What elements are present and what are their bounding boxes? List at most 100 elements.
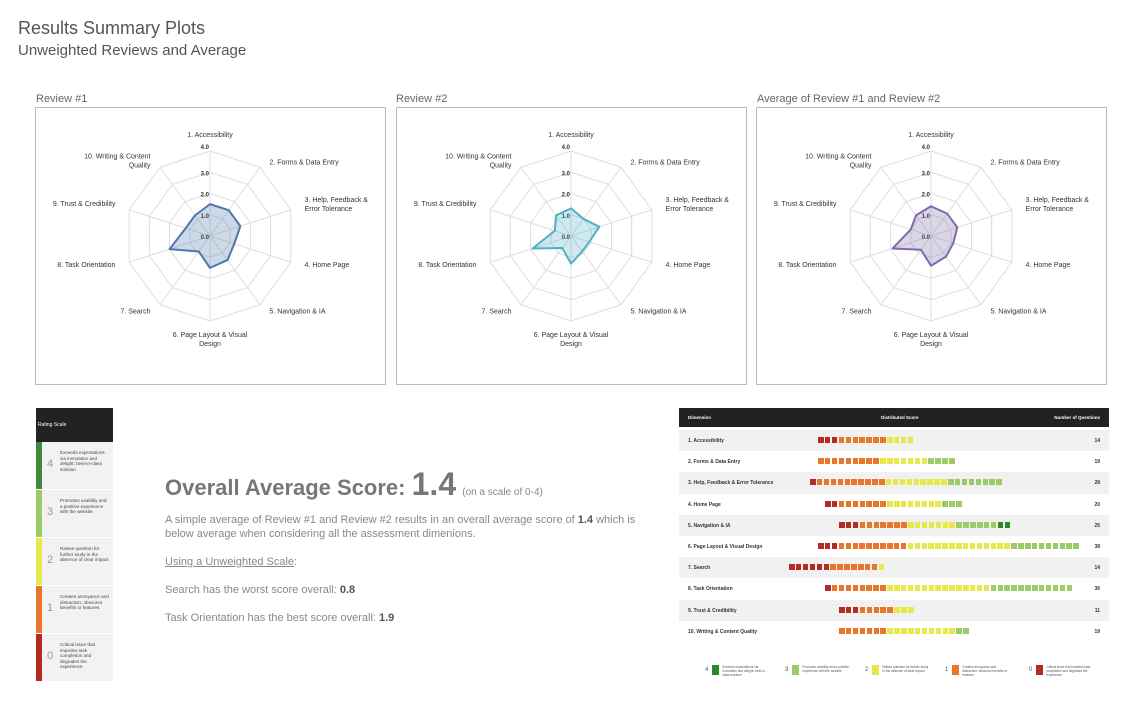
- score-square: [949, 542, 955, 549]
- radar-axis-label: 6. Page Layout & Visual: [173, 332, 248, 339]
- score-square: [859, 542, 865, 549]
- score-square: [809, 564, 816, 571]
- score-square: [873, 500, 879, 507]
- score-square: [900, 542, 907, 549]
- radar-spoke: [209, 235, 291, 263]
- radar-axis-label: 9. Trust & Credibility: [774, 201, 837, 208]
- dimension-name: 9. Trust & Credibility: [688, 607, 737, 614]
- radar-tick-label: 3.0: [201, 171, 210, 177]
- score-square: [990, 585, 997, 592]
- score-square: [823, 564, 829, 571]
- table-row: 8. Task Orientation 36: [679, 578, 1109, 599]
- score-square: [852, 458, 858, 465]
- score-square: [873, 542, 879, 549]
- score-square: [825, 585, 831, 592]
- score-square: [990, 542, 996, 549]
- score-square: [969, 542, 976, 549]
- score-square: [880, 437, 886, 443]
- score-square: [838, 458, 845, 465]
- score-square: [866, 606, 873, 613]
- legend-item: 3 Promotes usability and a positive exper…: [785, 665, 850, 675]
- score-square: [934, 479, 940, 486]
- score-square: [942, 585, 948, 592]
- radar-spoke: [930, 235, 982, 306]
- radar-spoke: [850, 235, 932, 263]
- rating-color-swatch: [36, 586, 42, 633]
- score-square: [866, 521, 873, 528]
- score-square: [1011, 542, 1017, 549]
- dimension-name: 6. Page Layout & Visual Design: [688, 543, 763, 550]
- worst-score: Search has the worst score overall: 0.8: [165, 583, 645, 597]
- score-square: [968, 479, 975, 486]
- score-square: [914, 542, 921, 549]
- score-square: [859, 627, 866, 634]
- score-square: [908, 521, 914, 528]
- score-square: [894, 627, 900, 634]
- score-square: [976, 542, 983, 549]
- score-square: [914, 500, 921, 507]
- legend-text: Exceeds expectations via innovation and …: [722, 665, 766, 677]
- score-square: [859, 585, 865, 592]
- score-square: [831, 500, 838, 507]
- score-square: [839, 606, 845, 613]
- overall-score-value: 1.4: [411, 466, 457, 502]
- score-square: [963, 627, 969, 634]
- review1-radar-svg: 4.0 3.0 2.0 1.0 0.0 1. Accessibility 2. Forms …: [53, 132, 368, 348]
- score-square: [1018, 585, 1024, 592]
- score-square: [880, 627, 886, 634]
- best-score-label: Task Orientation has the best score over…: [165, 612, 379, 624]
- score-square: [880, 606, 886, 613]
- legend-item: 4 Exceeds expectations via innovation and…: [705, 665, 770, 677]
- legend-number: 0: [1029, 667, 1033, 673]
- score-square: [949, 500, 955, 507]
- score-square: [824, 542, 831, 549]
- legend-number: 2: [865, 667, 869, 673]
- radar-spoke: [490, 209, 572, 237]
- radar-spoke: [159, 235, 211, 306]
- summary-score-bold: 1.4: [577, 514, 594, 526]
- rating-number: 0: [46, 650, 54, 662]
- rating-scale-row: 3 Promotes usability and a positive exper…: [36, 490, 113, 538]
- score-legend: 4 Exceeds expectations via innovation and…: [679, 663, 1109, 683]
- score-square: [887, 521, 893, 528]
- score-square: [963, 585, 969, 592]
- rating-description: Raises question for further study in the…: [58, 538, 113, 585]
- score-square: [845, 521, 852, 528]
- question-count: 14: [1094, 438, 1100, 444]
- rating-number: 4: [46, 458, 54, 470]
- score-square: [852, 500, 859, 507]
- score-square: [906, 479, 913, 486]
- radar-axis-label: Quality: [490, 162, 512, 169]
- score-square: [789, 564, 795, 571]
- score-square: [844, 479, 850, 486]
- score-square: [887, 542, 893, 549]
- radar-tick-label: 2.0: [922, 193, 931, 199]
- legend-number: 1: [945, 667, 949, 673]
- rating-description: Exceeds expectations via innovation and …: [58, 442, 113, 489]
- score-square: [907, 542, 914, 549]
- radar-axis-label: 4. Home Page: [305, 262, 350, 269]
- overall-score: Overall Average Score: 1.4 (on a scale o…: [165, 466, 645, 503]
- score-square: [852, 542, 858, 549]
- radar-spoke: [129, 209, 211, 237]
- score-square: [802, 564, 809, 571]
- radar-spoke: [159, 166, 211, 237]
- radar-spoke: [570, 209, 652, 237]
- score-square: [928, 542, 934, 549]
- score-square: [914, 585, 921, 592]
- score-square: [859, 500, 865, 507]
- radar-spoke: [930, 209, 1012, 237]
- score-square: [894, 521, 900, 528]
- radar-spoke: [570, 166, 622, 237]
- score-square: [845, 542, 852, 549]
- rating-scale: Rating Scale 4 Exceeds expectations via i…: [36, 408, 113, 682]
- score-square: [838, 542, 845, 549]
- score-square: [928, 521, 935, 528]
- score-square: [887, 500, 893, 507]
- score-square: [970, 521, 976, 528]
- score-square: [928, 458, 934, 465]
- radar-spoke: [209, 209, 291, 237]
- score-square: [852, 585, 859, 592]
- radar-tick-label: 0.0: [562, 235, 571, 241]
- score-square: [887, 585, 893, 592]
